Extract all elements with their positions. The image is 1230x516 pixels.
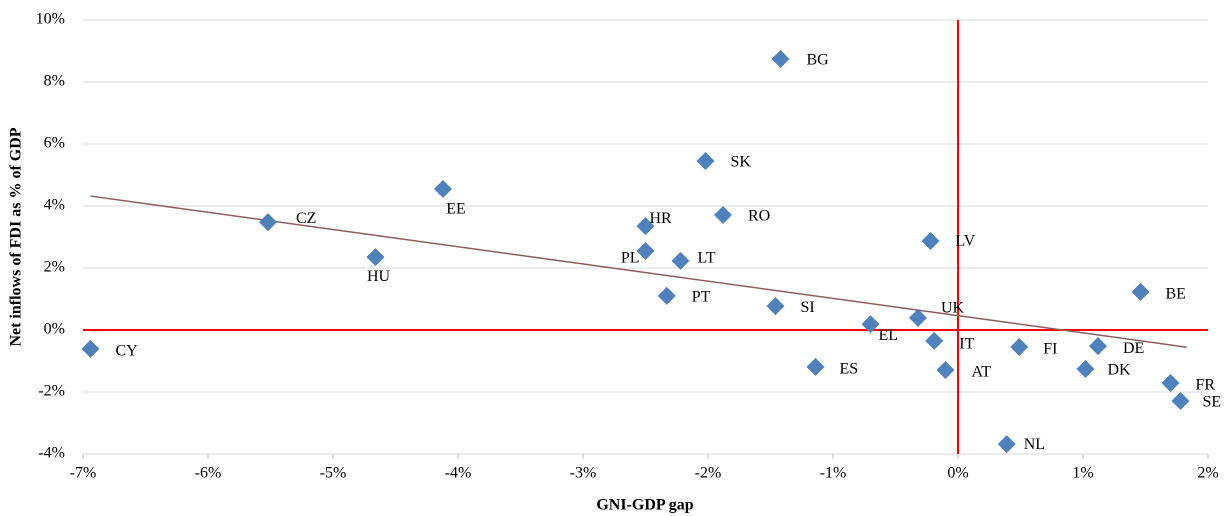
point-label: SE xyxy=(1203,394,1222,411)
y-tick-label: 8% xyxy=(44,73,65,90)
point-label: CZ xyxy=(296,210,316,227)
trendline xyxy=(90,195,1187,348)
point-label: PT xyxy=(692,289,711,306)
point xyxy=(696,152,715,171)
y-tick-label: 6% xyxy=(44,135,65,152)
point xyxy=(1089,337,1107,356)
point-label: UK xyxy=(941,300,965,317)
x-tick-label: 0% xyxy=(947,465,968,482)
point-label: FI xyxy=(1043,341,1057,358)
point-label: SK xyxy=(731,154,752,171)
point xyxy=(636,241,655,260)
point-label: IT xyxy=(959,336,974,353)
point xyxy=(921,232,940,251)
x-tick-label: -3% xyxy=(570,465,597,482)
point xyxy=(671,251,690,270)
point-label: LT xyxy=(698,250,716,267)
point-label: DE xyxy=(1123,340,1144,357)
y-tick-label: -2% xyxy=(38,383,65,400)
x-tick-label: -1% xyxy=(820,465,847,482)
point-label: NL xyxy=(1024,436,1045,453)
point xyxy=(925,331,944,350)
y-axis-title: Net inflows of FDI as % of GDP xyxy=(8,127,25,346)
point xyxy=(657,286,676,305)
point xyxy=(434,179,452,198)
point xyxy=(81,339,100,358)
point xyxy=(366,248,385,267)
x-tick-label: -5% xyxy=(320,465,347,482)
x-tick-label: -2% xyxy=(695,465,722,482)
point-label: BE xyxy=(1166,286,1186,303)
point xyxy=(766,297,785,316)
x-tick-label: 1% xyxy=(1072,465,1093,482)
point-label: HU xyxy=(367,268,391,285)
y-tick-label: 4% xyxy=(44,197,65,214)
point xyxy=(861,315,880,334)
y-tick-label: 2% xyxy=(44,259,65,276)
point-label: PL xyxy=(621,250,640,267)
x-tick-label: -6% xyxy=(195,465,222,482)
point-label: CY xyxy=(116,343,139,360)
point xyxy=(1161,374,1180,393)
x-tick-label: -7% xyxy=(70,465,97,482)
point xyxy=(636,217,655,236)
point-label: AT xyxy=(972,364,992,381)
y-tick-label: -4% xyxy=(38,445,65,462)
point-label: LV xyxy=(956,233,976,250)
y-tick-label: 10% xyxy=(36,11,65,28)
point-label: EE xyxy=(446,201,466,218)
point xyxy=(909,308,927,327)
point xyxy=(1076,360,1095,379)
point xyxy=(936,360,955,379)
point-label: FR xyxy=(1196,377,1216,394)
point xyxy=(1010,338,1029,357)
point-label: SI xyxy=(801,299,815,316)
point-label: DK xyxy=(1108,362,1132,379)
x-axis-title: GNI-GDP gap xyxy=(596,497,693,514)
point xyxy=(997,435,1016,454)
point xyxy=(806,357,825,376)
point xyxy=(1131,282,1150,301)
x-tick-label: -4% xyxy=(445,465,472,482)
point xyxy=(259,213,277,232)
point-label: BG xyxy=(807,52,830,69)
y-tick-label: 0% xyxy=(44,321,65,338)
point-label: RO xyxy=(748,208,770,225)
x-tick-label: 2% xyxy=(1197,465,1218,482)
point-label: HR xyxy=(650,210,673,227)
point xyxy=(1171,391,1190,410)
point-label: EL xyxy=(879,327,899,344)
point-label: ES xyxy=(840,361,859,378)
point xyxy=(771,50,790,69)
point xyxy=(714,205,732,224)
